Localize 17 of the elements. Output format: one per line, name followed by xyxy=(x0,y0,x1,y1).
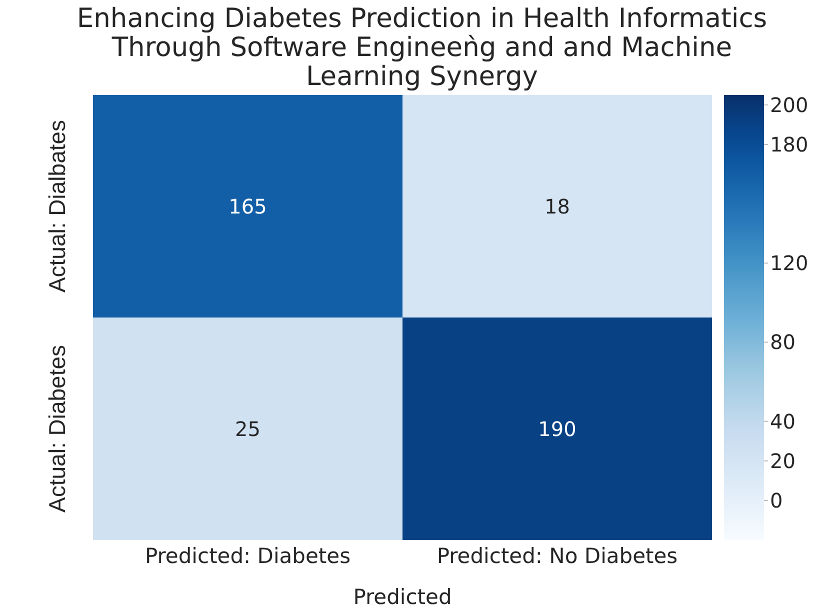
color-bar-label: 20 xyxy=(770,448,796,473)
color-bar-label: 180 xyxy=(770,132,808,156)
data-label: 18 xyxy=(544,194,570,218)
x-tick-label: Predicted: No Diabetes xyxy=(436,544,678,568)
chart-title: Enhancing Diabetes Prediction in Health Informatics Through Software Engineeǹg and and Machine Learning Synergy xyxy=(76,3,768,92)
data-label: 165 xyxy=(228,194,267,218)
color-bar-label: 120 xyxy=(770,251,808,276)
x-axis-title: Predicted xyxy=(353,585,452,609)
data-label: 190 xyxy=(538,416,576,441)
color-bar-label: 80 xyxy=(770,330,796,354)
color-bar-label: 0 xyxy=(770,488,783,512)
color-bar-label: 200 xyxy=(770,92,808,117)
data-label: 25 xyxy=(235,416,260,441)
y-tick-label: Actual: Diabetes xyxy=(44,345,70,512)
x-tick-label: Predicted: Diabetes xyxy=(144,544,351,568)
color-bar-label: 40 xyxy=(770,409,796,434)
y-tick-label: Actual: Dialbates xyxy=(44,120,70,293)
